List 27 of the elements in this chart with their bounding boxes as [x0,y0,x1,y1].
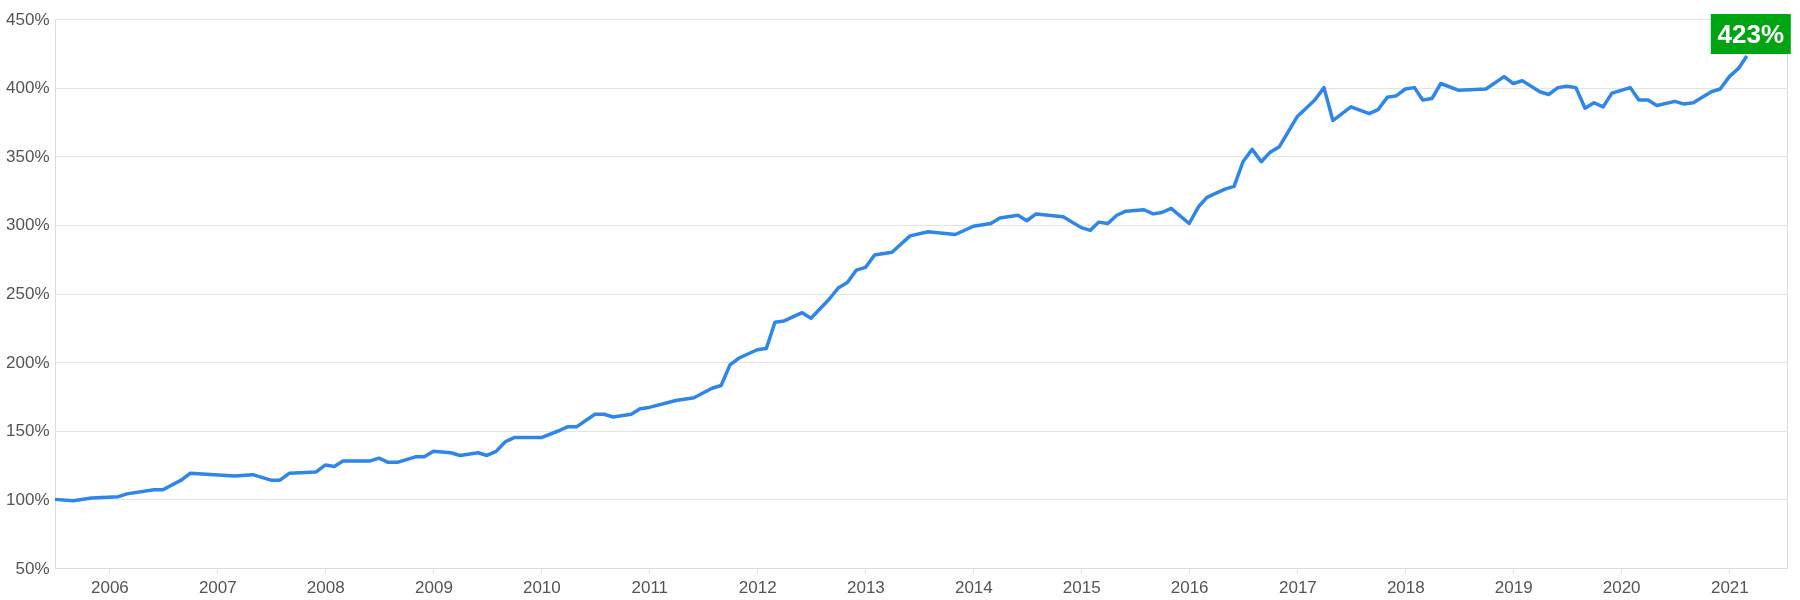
x-tick-label: 2011 [631,577,669,597]
x-tick-label: 2021 [1710,577,1749,597]
y-tick-label: 350% [6,146,50,166]
y-tick-label: 450% [6,9,50,29]
x-tick-label: 2012 [738,577,777,597]
y-tick-label: 150% [6,421,50,441]
y-tick-label: 50% [15,558,50,578]
x-tick-label: 2014 [954,577,993,597]
x-tick-label: 2008 [306,577,345,597]
x-tick-label: 2020 [1602,577,1641,597]
x-tick-label: 2018 [1386,577,1425,597]
y-tick-label: 250% [6,284,50,303]
x-tick-label: 2009 [415,577,453,597]
y-tick-label: 400% [6,78,50,98]
line-series [53,54,1749,503]
x-tick-label: 2016 [1170,577,1209,597]
x-tick-label: 2015 [1062,577,1101,597]
x-tick-label: 2013 [847,577,885,597]
x-tick-label: 2017 [1278,577,1317,597]
annotation: 423% [1717,19,1785,50]
x-tick-label: 2007 [198,577,237,597]
x-tick-label: 2006 [90,577,129,597]
x-tick-label: 2010 [522,577,561,597]
y-tick-label: 300% [6,215,50,235]
y-tick-label: 200% [6,352,50,372]
x-tick-label: 2019 [1494,577,1533,597]
y-tick-label: 100% [6,489,50,509]
